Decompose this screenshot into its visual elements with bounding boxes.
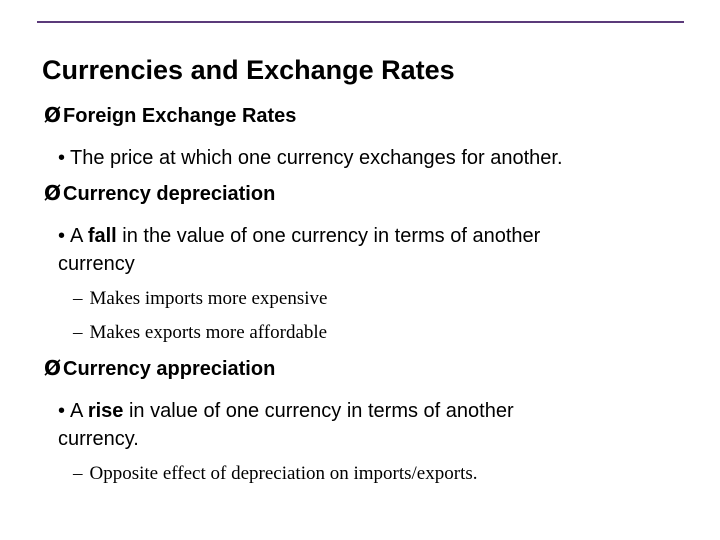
bullet-text: The price at which one currency exchange… [70, 147, 563, 169]
sub-bullet-text: Opposite effect of depreciation on impor… [89, 463, 478, 484]
sub-bullet-text: Makes imports more expensive [89, 288, 328, 309]
slide-title: Currencies and Exchange Rates [42, 55, 455, 85]
heading-text: Currency appreciation [63, 358, 276, 380]
section-heading-appreciation: Ø Currency appreciation [44, 355, 275, 382]
sub-bullet-text: Makes exports more affordable [89, 322, 328, 343]
section-heading-foreign-exchange: Ø Foreign Exchange Rates [44, 102, 296, 129]
heading-text: Currency depreciation [63, 183, 276, 205]
bullet-icon: • [58, 147, 66, 169]
arrow-bullet-icon: Ø [44, 103, 62, 127]
heading-text: Foreign Exchange Rates [63, 105, 297, 127]
bullet-text-post: in the value of one currency in terms of… [116, 225, 541, 247]
sub-bullet-item: – Makes exports more affordable [73, 320, 327, 345]
bullet-text-pre: A [70, 400, 88, 422]
bullet-text-emphasis: fall [87, 225, 117, 247]
sub-bullet-item: – Makes imports more expensive [73, 286, 327, 311]
top-divider [37, 21, 684, 23]
bullet-icon: • [58, 400, 66, 422]
section-heading-depreciation: Ø Currency depreciation [44, 180, 275, 207]
bullet-item: • The price at which one currency exchang… [58, 145, 563, 171]
dash-icon: – [73, 322, 83, 343]
bullet-text-emphasis: rise [87, 400, 124, 422]
bullet-continuation: currency [58, 253, 135, 275]
bullet-text-post: in value of one currency in terms of ano… [123, 400, 514, 422]
bullet-icon: • [58, 225, 66, 247]
bullet-item: • A fall in the value of one currency in … [58, 223, 540, 249]
dash-icon: – [73, 463, 83, 484]
bullet-text-pre: A [70, 225, 88, 247]
sub-bullet-item: – Opposite effect of depreciation on impo… [73, 461, 478, 486]
dash-icon: – [73, 288, 83, 309]
arrow-bullet-icon: Ø [44, 181, 62, 205]
bullet-item: • A rise in value of one currency in term… [58, 398, 514, 424]
bullet-continuation: currency. [58, 428, 139, 450]
arrow-bullet-icon: Ø [44, 356, 62, 380]
